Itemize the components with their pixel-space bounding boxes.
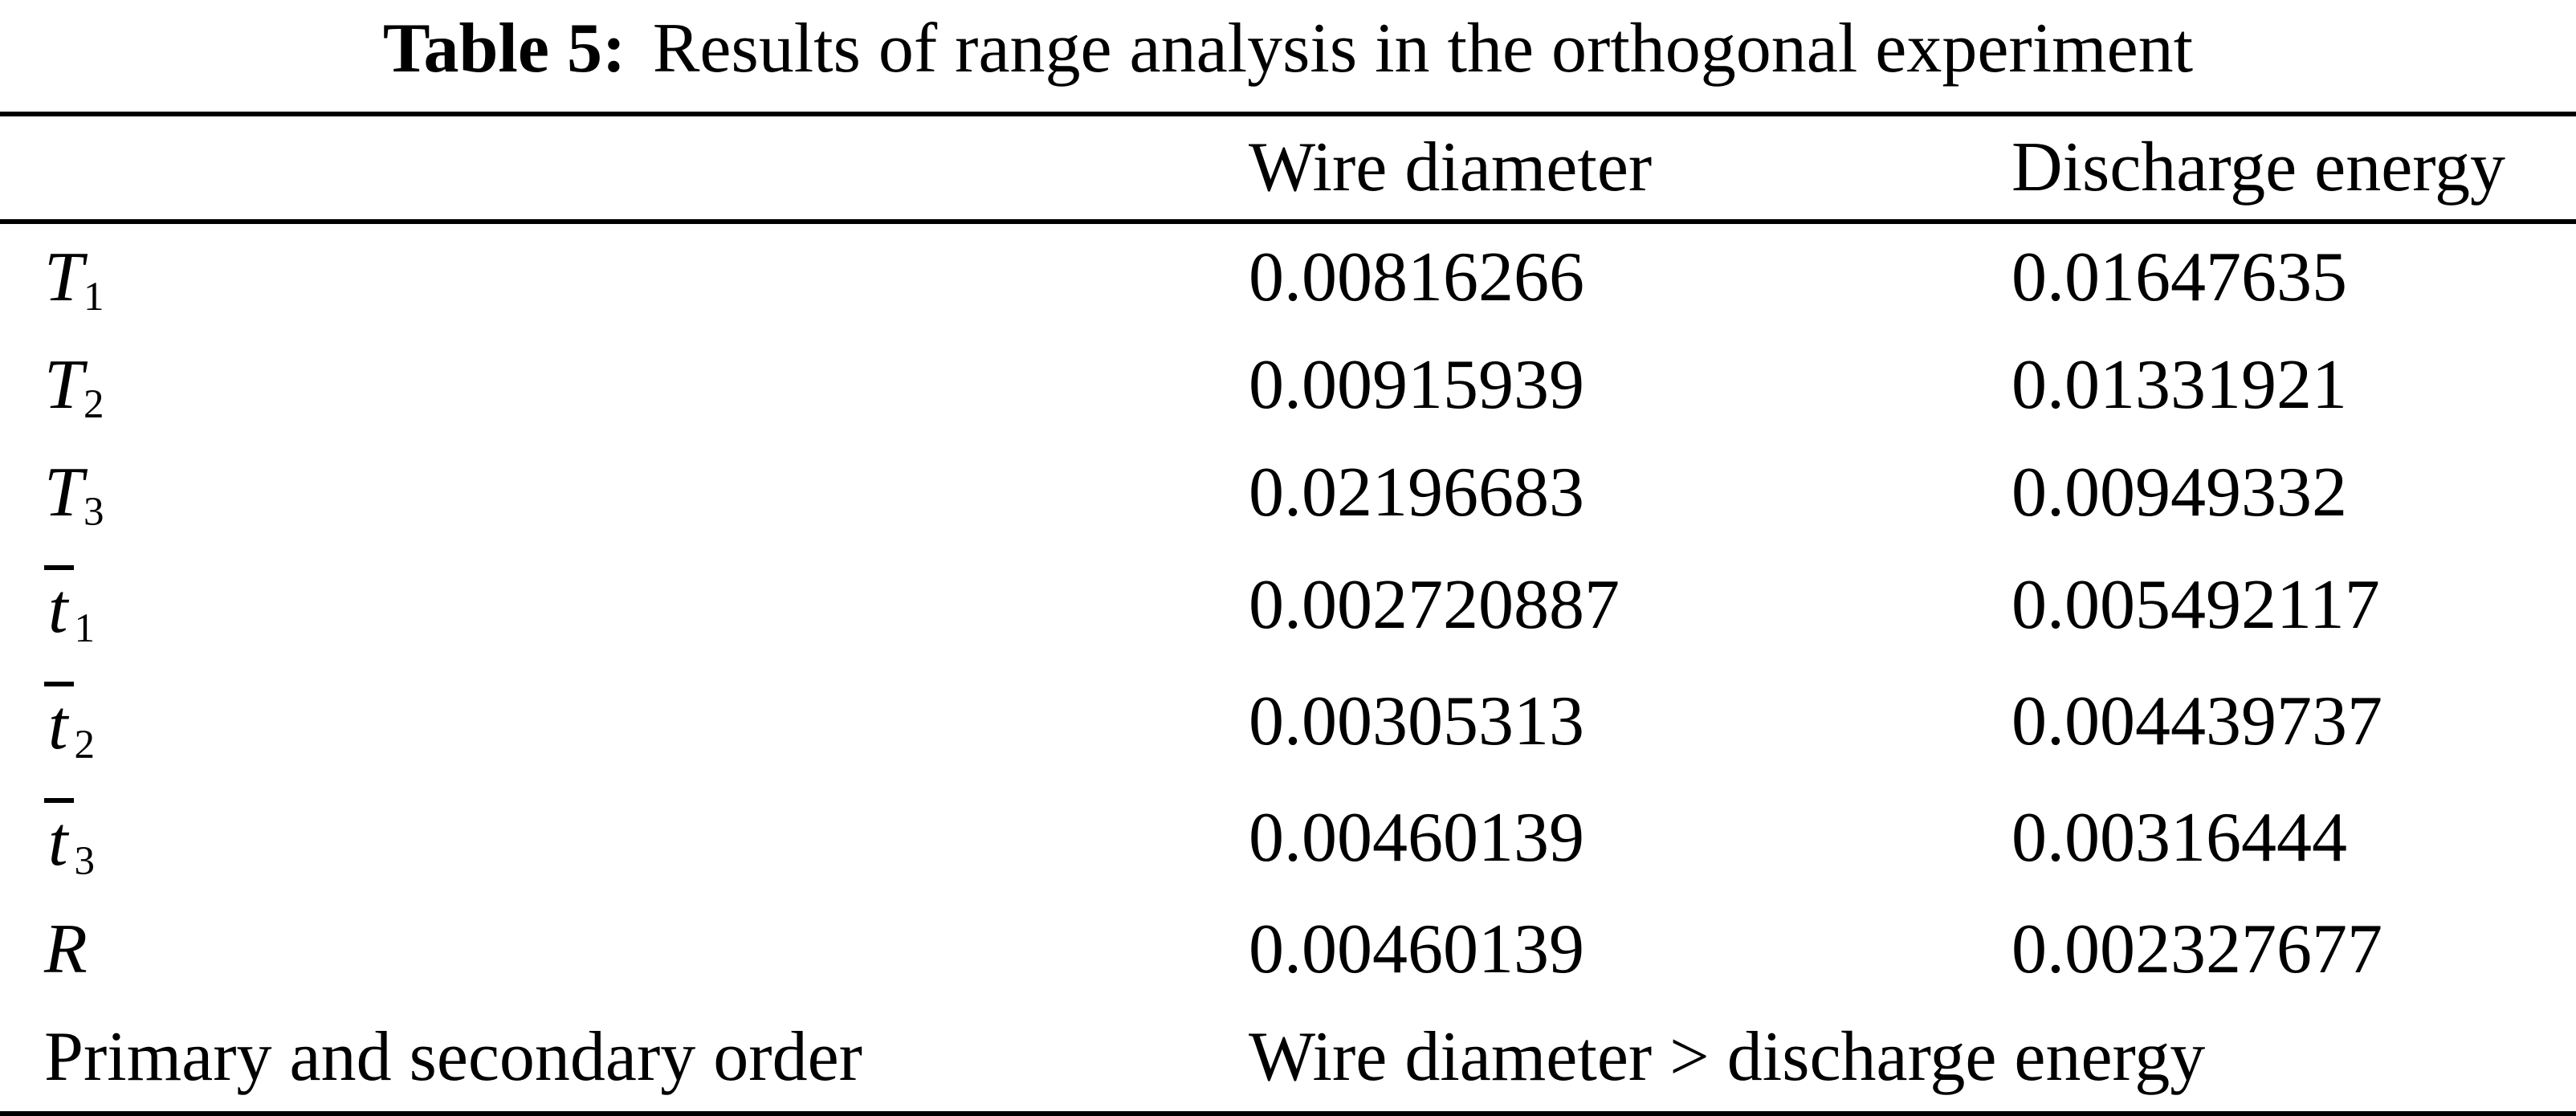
- row-label-symbol: t: [48, 686, 68, 765]
- overline-bar: t: [44, 798, 75, 882]
- table-row-T3: T3 0.02196683 0.00949332: [0, 439, 2576, 547]
- cell-wire-diameter: 0.00460139: [1249, 798, 1584, 877]
- row-label-subscript: 1: [83, 275, 104, 320]
- row-label-symbol: t: [48, 803, 68, 882]
- row-label-symbol: t: [48, 570, 68, 649]
- cell-wire-diameter: 0.00816266: [1249, 238, 1584, 317]
- row-label-symbol: T: [44, 238, 84, 317]
- cell-wire-diameter: 0.002720887: [1249, 565, 1620, 644]
- cell-wire-diameter: 0.00460139: [1249, 910, 1584, 989]
- table-caption: Table 5: Results of range analysis in the…: [0, 0, 2576, 89]
- cell-wire-diameter: 0.00915939: [1249, 346, 1584, 425]
- cell-discharge-energy: 0.01331921: [2011, 346, 2347, 425]
- table-row-T1: T1 0.00816266 0.01647635: [0, 222, 2576, 332]
- row-label: T3: [0, 439, 1204, 547]
- cell-discharge-energy: 0.00316444: [2011, 798, 2347, 877]
- header-row: Wire diameter Discharge energy: [0, 114, 2576, 225]
- table-caption-text: Results of range analysis in the orthogo…: [652, 10, 2194, 88]
- column-header-discharge-energy: Discharge energy: [1967, 114, 2576, 225]
- cell-discharge-energy: 0.004439737: [2011, 682, 2382, 760]
- row-label-subscript: 1: [74, 606, 95, 652]
- row-label-symbol: T: [44, 454, 84, 532]
- table-row-T2: T2 0.00915939 0.01331921: [0, 332, 2576, 439]
- overline-bar: t: [44, 565, 75, 649]
- overline-bar: t: [44, 682, 75, 765]
- row-label-symbol: R: [44, 910, 88, 989]
- table-row-summary: Primary and secondary order Wire diamete…: [0, 1004, 2576, 1114]
- table-row-R: R 0.00460139 0.002327677: [0, 896, 2576, 1004]
- row-label-subscript: 3: [83, 490, 104, 536]
- row-label: R: [0, 896, 1204, 1004]
- cell-wire-diameter: 0.00305313: [1249, 682, 1584, 760]
- cell-discharge-energy: 0.002327677: [2011, 910, 2382, 989]
- cell-discharge-energy: 0.005492117: [2011, 565, 2380, 644]
- row-label: T2: [0, 332, 1204, 439]
- column-header-wire-diameter: Wire diameter: [1204, 114, 1967, 225]
- table-caption-label: Table 5:: [382, 10, 626, 88]
- cell-discharge-energy: 0.01647635: [2011, 238, 2347, 317]
- row-label-subscript: 2: [83, 382, 104, 428]
- row-label-symbol: T: [44, 346, 84, 425]
- row-label-subscript: 2: [74, 723, 95, 768]
- cell-discharge-energy: 0.00949332: [2011, 454, 2347, 532]
- column-header-empty: [0, 114, 1204, 225]
- range-analysis-table: Wire diameter Discharge energy T1 0.0081…: [0, 112, 2576, 1116]
- row-label: T1: [0, 222, 1204, 332]
- cell-summary-order: Wire diameter > discharge energy: [1249, 1018, 2206, 1097]
- row-label: Primary and secondary order: [44, 1018, 862, 1097]
- cell-wire-diameter: 0.02196683: [1249, 454, 1584, 532]
- row-label-subscript: 3: [74, 839, 95, 885]
